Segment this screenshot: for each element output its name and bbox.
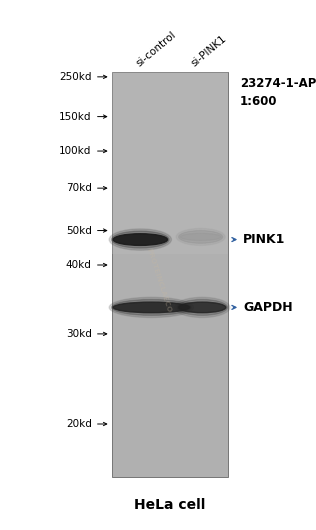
Text: HeLa cell: HeLa cell xyxy=(134,498,205,512)
Text: GAPDH: GAPDH xyxy=(243,301,293,314)
Ellipse shape xyxy=(113,302,190,313)
Ellipse shape xyxy=(112,299,191,315)
FancyBboxPatch shape xyxy=(112,72,228,254)
Text: 20kd: 20kd xyxy=(66,419,92,429)
Text: 30kd: 30kd xyxy=(66,329,92,339)
Ellipse shape xyxy=(177,299,228,315)
Text: 40kd: 40kd xyxy=(66,260,92,270)
FancyBboxPatch shape xyxy=(112,72,228,477)
Text: PINK1: PINK1 xyxy=(243,233,286,246)
Text: 50kd: 50kd xyxy=(66,226,92,235)
Text: si-control: si-control xyxy=(135,30,178,69)
Ellipse shape xyxy=(174,297,230,317)
Ellipse shape xyxy=(109,229,171,250)
Text: 70kd: 70kd xyxy=(66,183,92,193)
Ellipse shape xyxy=(113,234,167,245)
Ellipse shape xyxy=(109,297,193,317)
Text: 100kd: 100kd xyxy=(59,146,92,156)
Ellipse shape xyxy=(180,233,221,241)
Text: 23274-1-AP
1:600: 23274-1-AP 1:600 xyxy=(240,77,316,108)
Text: 250kd: 250kd xyxy=(59,72,92,82)
Text: PROTEINCLAECO: PROTEINCLAECO xyxy=(145,248,172,314)
Ellipse shape xyxy=(112,231,169,248)
Ellipse shape xyxy=(179,302,226,313)
Text: 150kd: 150kd xyxy=(59,112,92,121)
Ellipse shape xyxy=(179,231,223,243)
Text: si-PINK1: si-PINK1 xyxy=(189,34,228,69)
